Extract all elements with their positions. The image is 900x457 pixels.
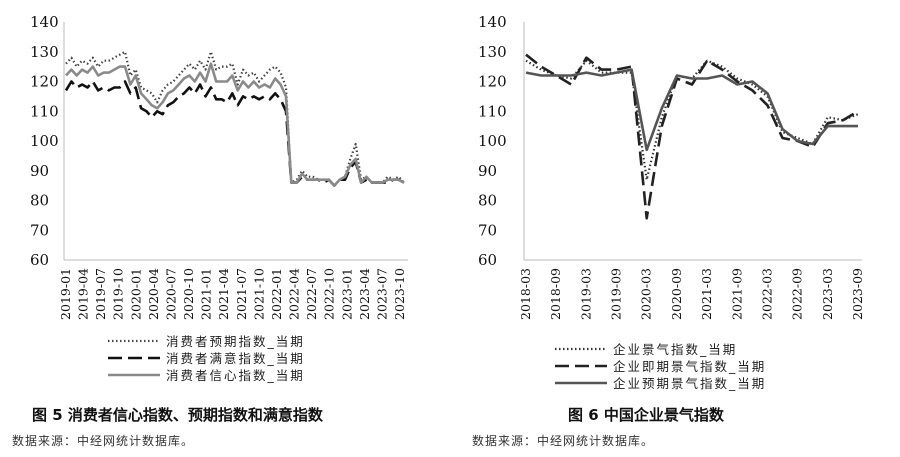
x-tick-label: 2019-09 bbox=[609, 268, 624, 320]
x-tick-label: 2022-01 bbox=[269, 268, 284, 320]
x-tick-label: 2023-03 bbox=[820, 268, 835, 320]
x-tick-label: 2021-01 bbox=[199, 268, 214, 320]
y-tick-label: 70 bbox=[478, 221, 497, 239]
series-line-1 bbox=[64, 80, 405, 187]
legend-label: 企业即期景气指数_当期 bbox=[613, 359, 766, 374]
legend-label: 消费者信心指数_当期 bbox=[166, 368, 305, 383]
x-tick-label: 2022-04 bbox=[287, 268, 302, 320]
x-tick-label: 2023-09 bbox=[850, 268, 865, 320]
x-tick-label: 2021-03 bbox=[699, 268, 714, 320]
x-tick-label: 2022-10 bbox=[322, 268, 337, 320]
x-tick-label: 2018-09 bbox=[548, 268, 563, 320]
x-tick-label: 2020-10 bbox=[181, 268, 196, 320]
legend-label: 企业预期景气指数_当期 bbox=[613, 376, 766, 391]
chart-5-caption: 图 5 消费者信心指数、预期指数和满意指数 bbox=[32, 406, 323, 424]
chart-6-svg: 60 70 80 90 100 110 120 130 140 2018-03 2018-09 201… bbox=[478, 13, 865, 391]
y-tick-label: 90 bbox=[30, 162, 49, 180]
series-line-2 bbox=[525, 68, 858, 152]
y-tick-label: 100 bbox=[30, 132, 59, 150]
y-tick-label: 90 bbox=[478, 162, 497, 180]
y-tick-label: 130 bbox=[478, 43, 507, 61]
x-tick-label: 2022-07 bbox=[304, 268, 319, 320]
y-tick-label: 70 bbox=[30, 221, 49, 239]
chart-enterprise-climate: 60 70 80 90 100 110 120 130 140 2018-03 2018-09 201… bbox=[450, 0, 900, 457]
y-tick-label: 60 bbox=[478, 251, 497, 269]
x-tick-label: 2023-10 bbox=[392, 268, 407, 320]
x-tick-label: 2023-01 bbox=[339, 268, 354, 320]
x-tick-label: 2020-07 bbox=[163, 268, 178, 320]
x-tick-label: 2019-03 bbox=[578, 268, 593, 320]
x-tick-label: 2021-04 bbox=[216, 268, 231, 320]
chart-consumer-confidence: 60 70 80 90 100 110 120 130 140 2019-01 2019-04 201… bbox=[12, 13, 408, 448]
x-tick-label: 2021-09 bbox=[729, 268, 744, 320]
x-tick-label: 2020-09 bbox=[669, 268, 684, 320]
y-tick-label: 60 bbox=[30, 251, 49, 269]
y-tick-label: 130 bbox=[30, 43, 59, 61]
y-tick-label: 80 bbox=[30, 192, 49, 210]
x-tick-label: 2020-04 bbox=[146, 268, 161, 320]
x-tick-label: 2021-07 bbox=[234, 268, 249, 320]
x-tick-label: 2021-10 bbox=[251, 268, 266, 320]
series-line-0 bbox=[525, 59, 859, 181]
x-tick-label: 2022-03 bbox=[759, 268, 774, 320]
legend-label: 消费者满意指数_当期 bbox=[166, 351, 305, 366]
x-tick-label: 2019-10 bbox=[111, 268, 126, 320]
y-tick-label: 110 bbox=[30, 102, 59, 120]
x-tick-label: 2020-03 bbox=[639, 268, 654, 320]
chart-6-source: 数据来源：中经网统计数据库。 bbox=[472, 434, 655, 448]
x-tick-label: 2023-04 bbox=[357, 268, 372, 320]
y-tick-label: 110 bbox=[478, 102, 507, 120]
y-tick-label: 120 bbox=[30, 73, 59, 91]
x-tick-label: 2019-04 bbox=[76, 268, 91, 320]
series-line-2 bbox=[65, 62, 405, 187]
chart-6-caption: 图 6 中国企业景气指数 bbox=[568, 406, 724, 424]
legend-label: 企业景气指数_当期 bbox=[613, 342, 737, 357]
y-tick-label: 80 bbox=[478, 192, 497, 210]
x-tick-label: 2019-01 bbox=[58, 268, 73, 320]
x-tick-label: 2022-09 bbox=[790, 268, 805, 320]
x-tick-label: 2019-07 bbox=[93, 268, 108, 320]
y-tick-label: 100 bbox=[478, 132, 507, 150]
y-tick-label: 140 bbox=[478, 13, 507, 31]
x-tick-label: 2018-03 bbox=[518, 268, 533, 320]
y-tick-label: 120 bbox=[478, 73, 507, 91]
x-tick-label: 2023-07 bbox=[374, 268, 389, 320]
y-tick-label: 140 bbox=[30, 13, 59, 31]
legend-label: 消费者预期指数_当期 bbox=[166, 334, 305, 349]
x-tick-label: 2020-01 bbox=[128, 268, 143, 320]
chart-5-source: 数据来源：中经网统计数据库。 bbox=[12, 434, 195, 448]
